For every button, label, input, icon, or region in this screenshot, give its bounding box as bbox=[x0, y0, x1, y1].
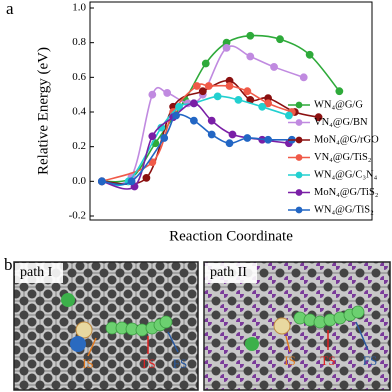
data-point bbox=[148, 90, 157, 99]
legend-label: MoN₄@G/TiS₂ bbox=[314, 187, 379, 198]
y-tick-label: 0.2 bbox=[72, 140, 86, 152]
legend-label: WN₄@G/C₃N₄ bbox=[314, 169, 378, 180]
panel-label: a bbox=[6, 0, 14, 18]
data-point bbox=[163, 89, 172, 97]
legend-marker bbox=[295, 101, 303, 109]
data-point bbox=[222, 43, 231, 52]
y-tick-label: 0.4 bbox=[72, 106, 86, 118]
data-point bbox=[299, 73, 308, 82]
data-point bbox=[264, 135, 273, 144]
data-point bbox=[335, 87, 344, 96]
legend-label: MoN₄@G/rGO bbox=[314, 134, 379, 145]
legend-marker bbox=[295, 136, 303, 144]
data-point bbox=[246, 52, 255, 61]
x-axis-label: Reaction Coordinate bbox=[169, 228, 293, 244]
data-point bbox=[276, 35, 284, 44]
data-point bbox=[148, 132, 157, 141]
state-label: FS bbox=[173, 356, 187, 371]
y-tick-label: -0.2 bbox=[69, 210, 86, 222]
legend-label: VN₄@G/TiS₂ bbox=[314, 152, 372, 163]
plot-frame bbox=[89, 1, 373, 221]
legend-marker bbox=[295, 154, 303, 161]
data-point bbox=[305, 50, 314, 59]
legend-marker bbox=[295, 189, 303, 196]
y-tick-label: 0.8 bbox=[72, 36, 86, 48]
data-point bbox=[228, 130, 237, 139]
data-point bbox=[204, 82, 213, 90]
data-point bbox=[97, 177, 106, 186]
data-point bbox=[201, 59, 210, 68]
data-point bbox=[243, 87, 252, 96]
y-tick-label: 0.6 bbox=[72, 71, 86, 83]
data-point bbox=[234, 95, 243, 104]
data-point bbox=[189, 116, 198, 125]
data-point bbox=[192, 82, 201, 90]
data-point bbox=[246, 31, 255, 40]
data-point bbox=[172, 111, 180, 120]
data-point bbox=[264, 99, 273, 108]
y-tick-label: 0.0 bbox=[72, 175, 86, 187]
legend-marker bbox=[295, 171, 303, 179]
legend-label: WN₄@G/TiS₂ bbox=[314, 204, 374, 215]
data-point bbox=[270, 63, 278, 71]
y-tick-label: 1.0 bbox=[72, 2, 86, 14]
data-point bbox=[142, 173, 151, 182]
data-point bbox=[213, 92, 222, 101]
data-point bbox=[207, 130, 216, 139]
state-label: TS bbox=[140, 356, 155, 371]
data-point bbox=[225, 139, 234, 148]
legend-label: VN₄@G/BN bbox=[314, 117, 368, 128]
state-label: IS bbox=[284, 353, 296, 368]
legend-marker bbox=[295, 119, 303, 126]
data-point bbox=[157, 123, 166, 132]
legend-label: WN₄@G/G bbox=[314, 99, 363, 110]
data-point bbox=[207, 116, 216, 125]
data-point bbox=[284, 111, 293, 120]
data-point bbox=[314, 113, 323, 122]
legend-marker bbox=[295, 206, 303, 214]
data-point bbox=[189, 99, 198, 108]
y-axis-label: Relative Energy (eV) bbox=[35, 47, 51, 175]
data-point bbox=[243, 134, 252, 142]
path-label: path I bbox=[20, 265, 53, 280]
data-point bbox=[258, 102, 267, 111]
series-line bbox=[101, 113, 292, 186]
data-point bbox=[225, 82, 234, 90]
panel-label: b bbox=[4, 255, 13, 274]
structure-image bbox=[13, 261, 199, 391]
structure-image bbox=[203, 261, 391, 391]
data-point bbox=[160, 134, 169, 142]
state-label: TS bbox=[320, 353, 335, 368]
data-point bbox=[175, 102, 183, 111]
path-label: path II bbox=[210, 265, 247, 280]
state-label: FS bbox=[363, 353, 377, 368]
state-label: IS bbox=[82, 356, 94, 371]
data-point bbox=[198, 87, 207, 96]
data-point bbox=[127, 177, 136, 186]
